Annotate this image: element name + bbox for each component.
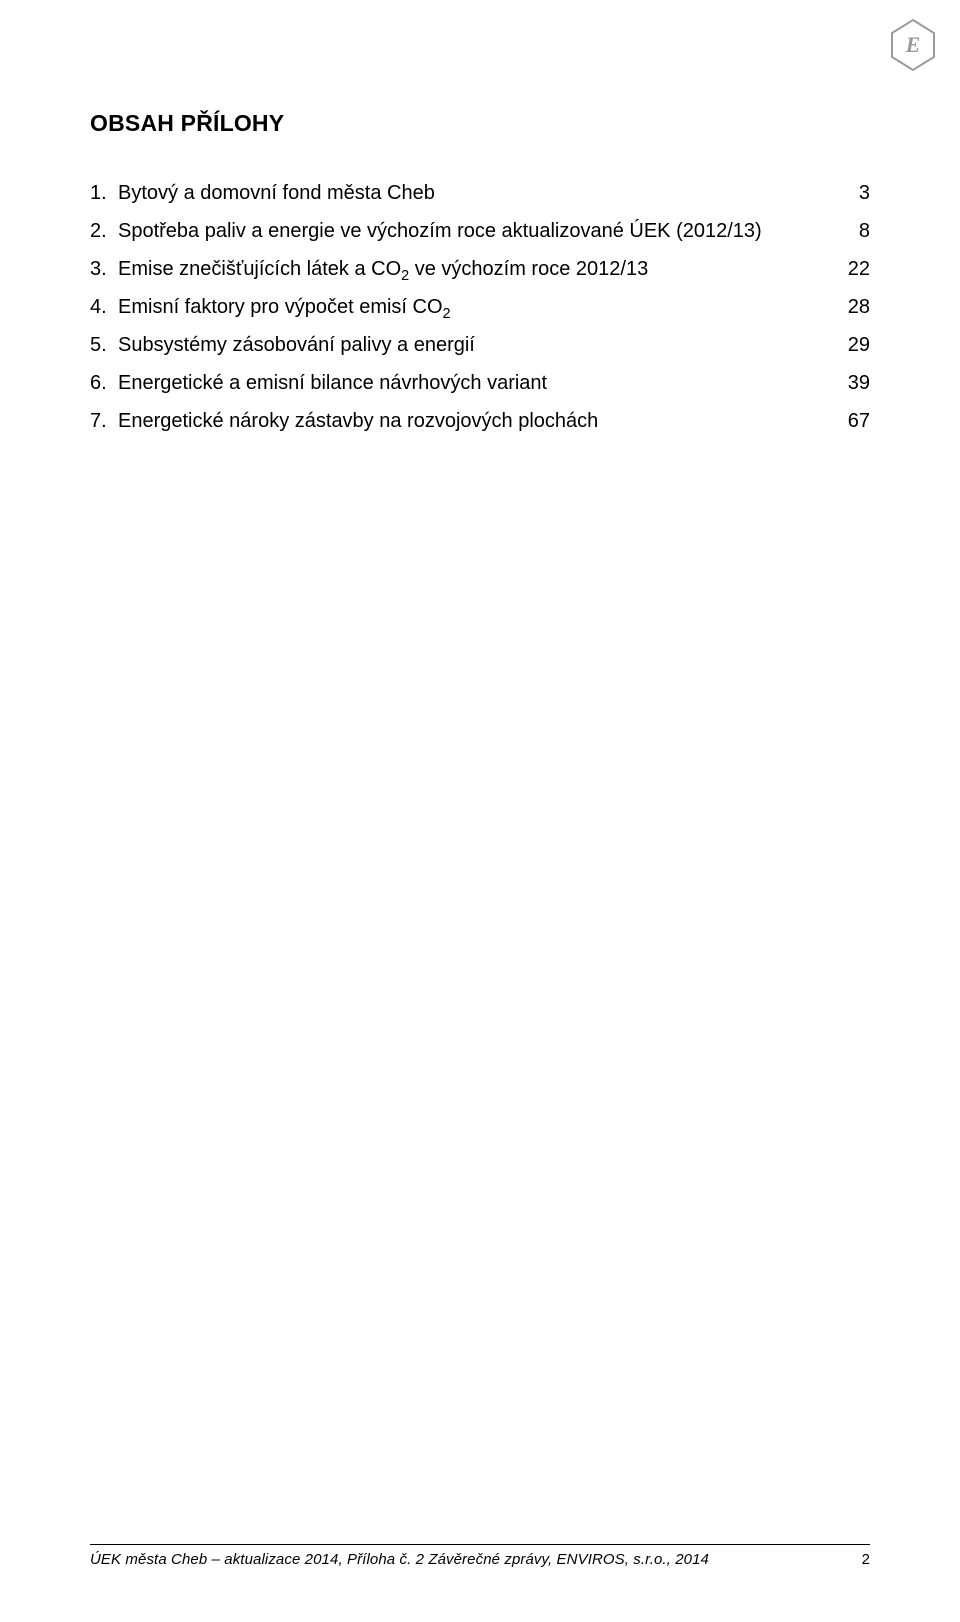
toc-entry: 2. Spotřeba paliv a energie ve výchozím …: [90, 221, 870, 241]
toc-label-text: Energetické a emisní bilance návrhových …: [118, 372, 547, 394]
toc-label-text: Energetické nároky zástavby na rozvojový…: [118, 410, 598, 432]
page-title: OBSAH PŘÍLOHY: [90, 110, 870, 137]
toc-entry: 1. Bytový a domovní fond města Cheb 3: [90, 183, 870, 203]
toc-page-number: 22: [848, 259, 870, 279]
toc-label-text: Subsystémy zásobování palivy a energií: [118, 334, 475, 356]
toc-label: Subsystémy zásobování palivy a energií: [118, 335, 475, 355]
footer-page-number: 2: [862, 1551, 870, 1568]
toc-page-number: 29: [848, 335, 870, 355]
toc-entry: 7. Energetické nároky zástavby na rozvoj…: [90, 411, 870, 431]
toc-number: 6.: [90, 373, 118, 393]
toc-label: Energetické a emisní bilance návrhových …: [118, 373, 547, 393]
corner-logo: E: [890, 18, 936, 72]
toc-page-number: 8: [859, 221, 870, 241]
toc-number: 5.: [90, 335, 118, 355]
toc-page-number: 67: [848, 411, 870, 431]
hexagon-e-icon: E: [890, 18, 936, 72]
toc-page-number: 3: [859, 183, 870, 203]
document-page: E OBSAH PŘÍLOHY 1. Bytový a domovní fond…: [0, 0, 960, 1622]
toc-number: 4.: [90, 297, 118, 317]
toc-entry: 6. Energetické a emisní bilance návrhový…: [90, 373, 870, 393]
toc-entry: 4. Emisní faktory pro výpočet emisí CO2 …: [90, 297, 870, 317]
toc-label: Emise znečišťujících látek a CO2 ve vých…: [118, 259, 648, 279]
toc-number: 1.: [90, 183, 118, 203]
footer-row: ÚEK města Cheb – aktualizace 2014, Přílo…: [90, 1551, 870, 1568]
toc-label-sub: 2: [443, 306, 451, 322]
footer-text: ÚEK města Cheb – aktualizace 2014, Přílo…: [90, 1551, 709, 1568]
toc-number: 7.: [90, 411, 118, 431]
toc-label: Energetické nároky zástavby na rozvojový…: [118, 411, 598, 431]
toc-label-text: Bytový a domovní fond města Cheb: [118, 182, 435, 204]
toc-label-sub: 2: [401, 268, 409, 284]
svg-text:E: E: [905, 32, 921, 57]
toc-label: Spotřeba paliv a energie ve výchozím roc…: [118, 221, 762, 241]
toc-label: Bytový a domovní fond města Cheb: [118, 183, 435, 203]
toc-label: Emisní faktory pro výpočet emisí CO2: [118, 297, 451, 317]
toc-label-text: Emise znečišťujících látek a CO: [118, 258, 401, 280]
toc-number: 2.: [90, 221, 118, 241]
toc-number: 3.: [90, 259, 118, 279]
toc-entry: 3. Emise znečišťujících látek a CO2 ve v…: [90, 259, 870, 279]
footer-divider: [90, 1544, 870, 1545]
table-of-contents: 1. Bytový a domovní fond města Cheb 3 2.…: [90, 183, 870, 431]
toc-label-text: Spotřeba paliv a energie ve výchozím roc…: [118, 220, 762, 242]
toc-entry: 5. Subsystémy zásobování palivy a energi…: [90, 335, 870, 355]
toc-page-number: 39: [848, 373, 870, 393]
toc-page-number: 28: [848, 297, 870, 317]
toc-label-text: Emisní faktory pro výpočet emisí CO: [118, 296, 443, 318]
page-footer: ÚEK města Cheb – aktualizace 2014, Přílo…: [90, 1544, 870, 1568]
toc-label-post: ve výchozím roce 2012/13: [409, 258, 648, 280]
